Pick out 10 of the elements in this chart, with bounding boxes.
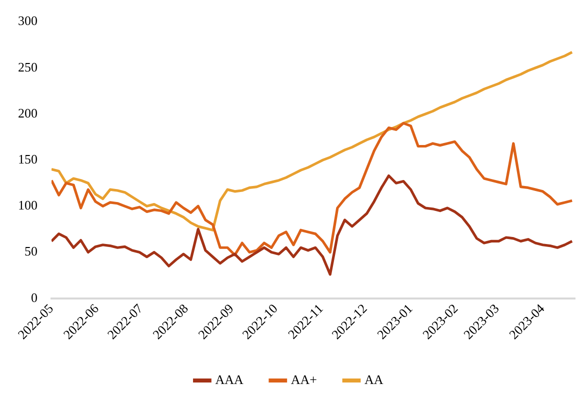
y-tick-label: 50 — [24, 244, 38, 259]
y-tick-label: 100 — [18, 198, 38, 213]
legend-label: AA — [364, 372, 384, 387]
legend-label: AA+ — [290, 372, 317, 387]
y-tick-label: 250 — [18, 59, 38, 74]
y-tick-label: 150 — [18, 151, 38, 166]
legend-label: AAA — [215, 372, 244, 387]
y-tick-label: 0 — [31, 290, 38, 305]
y-tick-label: 200 — [18, 105, 38, 120]
y-tick-label: 300 — [18, 13, 38, 28]
